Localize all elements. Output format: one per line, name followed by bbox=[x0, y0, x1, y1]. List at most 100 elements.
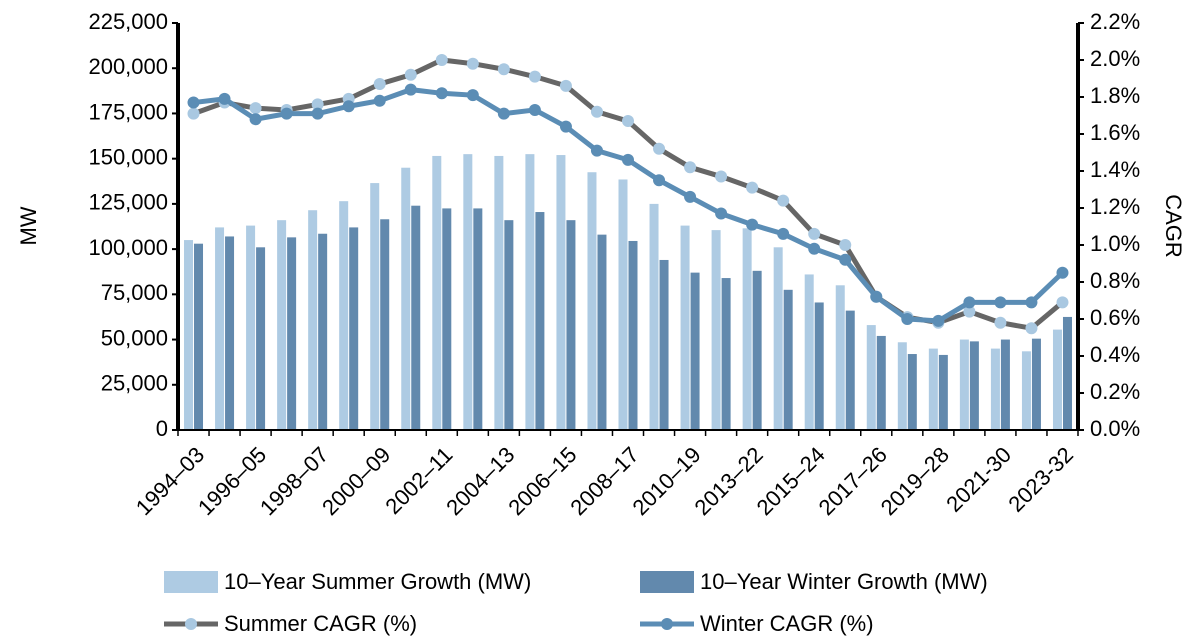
line-marker bbox=[1025, 296, 1038, 309]
x-tick-label: 2000–09 bbox=[317, 442, 395, 520]
bar bbox=[566, 220, 576, 430]
line-marker bbox=[466, 89, 479, 102]
bar bbox=[649, 203, 659, 430]
bar bbox=[876, 335, 886, 430]
y2-tick-label: 0.4% bbox=[1090, 342, 1140, 367]
bar bbox=[742, 228, 752, 430]
line-marker bbox=[497, 107, 510, 120]
bar bbox=[659, 259, 669, 430]
bar bbox=[194, 243, 204, 430]
line-marker bbox=[280, 107, 293, 120]
bar bbox=[432, 155, 442, 430]
x-tick-label: 2021-30 bbox=[941, 442, 1016, 517]
line-marker bbox=[497, 63, 510, 76]
x-tick-label: 2019–28 bbox=[876, 442, 954, 520]
line-marker bbox=[715, 170, 728, 183]
y-tick-label: 150,000 bbox=[88, 144, 168, 169]
line-marker bbox=[404, 68, 417, 81]
legend-swatch bbox=[164, 571, 218, 593]
bar bbox=[349, 227, 359, 430]
y-tick-label: 75,000 bbox=[101, 280, 168, 305]
bar bbox=[318, 233, 328, 430]
y2-tick-label: 0.6% bbox=[1090, 305, 1140, 330]
bar bbox=[1021, 351, 1031, 430]
y2-tick-label: 2.2% bbox=[1090, 9, 1140, 34]
bar bbox=[1052, 329, 1062, 430]
bar bbox=[370, 183, 380, 430]
y2-tick-label: 0.8% bbox=[1090, 268, 1140, 293]
bar bbox=[866, 325, 876, 430]
line-marker bbox=[528, 103, 541, 116]
bar bbox=[928, 348, 938, 430]
y-tick-label: 25,000 bbox=[101, 371, 168, 396]
bar bbox=[246, 225, 256, 430]
bar bbox=[225, 236, 235, 430]
bar bbox=[711, 230, 721, 430]
x-tick-label: 2004–13 bbox=[441, 442, 519, 520]
line-marker bbox=[839, 239, 852, 251]
x-tick-label: 1996–05 bbox=[193, 442, 271, 520]
bar bbox=[411, 205, 421, 430]
bar bbox=[473, 208, 483, 430]
line-marker bbox=[746, 218, 759, 231]
line-marker bbox=[994, 316, 1007, 329]
line-marker bbox=[373, 94, 386, 107]
line-marker bbox=[590, 144, 603, 157]
x-tick-label: 1998–07 bbox=[255, 442, 333, 520]
line-marker bbox=[808, 242, 821, 255]
line-marker bbox=[1056, 296, 1069, 309]
bar bbox=[308, 210, 318, 430]
bar bbox=[721, 278, 731, 430]
bar bbox=[215, 227, 225, 430]
bar bbox=[184, 240, 194, 430]
line-marker bbox=[622, 115, 634, 128]
bar bbox=[938, 354, 948, 430]
bar bbox=[1031, 338, 1041, 430]
line-marker bbox=[870, 290, 883, 303]
bar bbox=[618, 179, 628, 430]
line-marker bbox=[901, 313, 914, 325]
line-marker bbox=[435, 54, 448, 66]
line-marker bbox=[777, 194, 790, 207]
bar bbox=[504, 220, 514, 430]
line-marker bbox=[435, 87, 448, 100]
y2-tick-label: 1.4% bbox=[1090, 157, 1140, 182]
line-marker bbox=[590, 105, 603, 118]
bar bbox=[804, 274, 814, 430]
legend-label: 10–Year Summer Growth (MW) bbox=[224, 569, 531, 594]
y-tick-label: 50,000 bbox=[101, 325, 168, 350]
bar bbox=[401, 167, 411, 430]
x-tick-label: 2006–15 bbox=[503, 442, 581, 520]
bar bbox=[1000, 339, 1010, 430]
line-marker bbox=[994, 296, 1007, 309]
line-marker bbox=[653, 142, 666, 155]
line-marker bbox=[1056, 266, 1069, 279]
y2-tick-label: 1.6% bbox=[1090, 120, 1140, 145]
y2-tick-label: 2.0% bbox=[1090, 46, 1140, 71]
bar bbox=[628, 240, 638, 430]
x-tick-label: 2023-32 bbox=[1003, 442, 1078, 517]
bar bbox=[1062, 316, 1072, 430]
y-tick-label: 225,000 bbox=[88, 9, 168, 34]
bar bbox=[752, 270, 762, 430]
y2-axis-label: CAGR bbox=[1161, 194, 1186, 258]
bar bbox=[277, 220, 287, 430]
legend-label: Summer CAGR (%) bbox=[224, 611, 417, 636]
bar bbox=[680, 225, 690, 430]
line-marker bbox=[653, 174, 666, 187]
line-marker bbox=[466, 57, 479, 70]
bar bbox=[835, 285, 845, 430]
line-marker bbox=[684, 161, 697, 174]
y-tick-label: 175,000 bbox=[88, 99, 168, 124]
line-marker bbox=[1025, 322, 1038, 335]
bar bbox=[783, 289, 793, 430]
y-tick-label: 200,000 bbox=[88, 54, 168, 79]
line-marker bbox=[559, 120, 572, 133]
line-marker bbox=[808, 227, 821, 240]
line-marker bbox=[342, 100, 355, 113]
bar bbox=[597, 234, 607, 430]
bar bbox=[990, 348, 1000, 430]
x-tick-label: 2015–24 bbox=[752, 442, 830, 520]
y-tick-label: 125,000 bbox=[88, 190, 168, 215]
